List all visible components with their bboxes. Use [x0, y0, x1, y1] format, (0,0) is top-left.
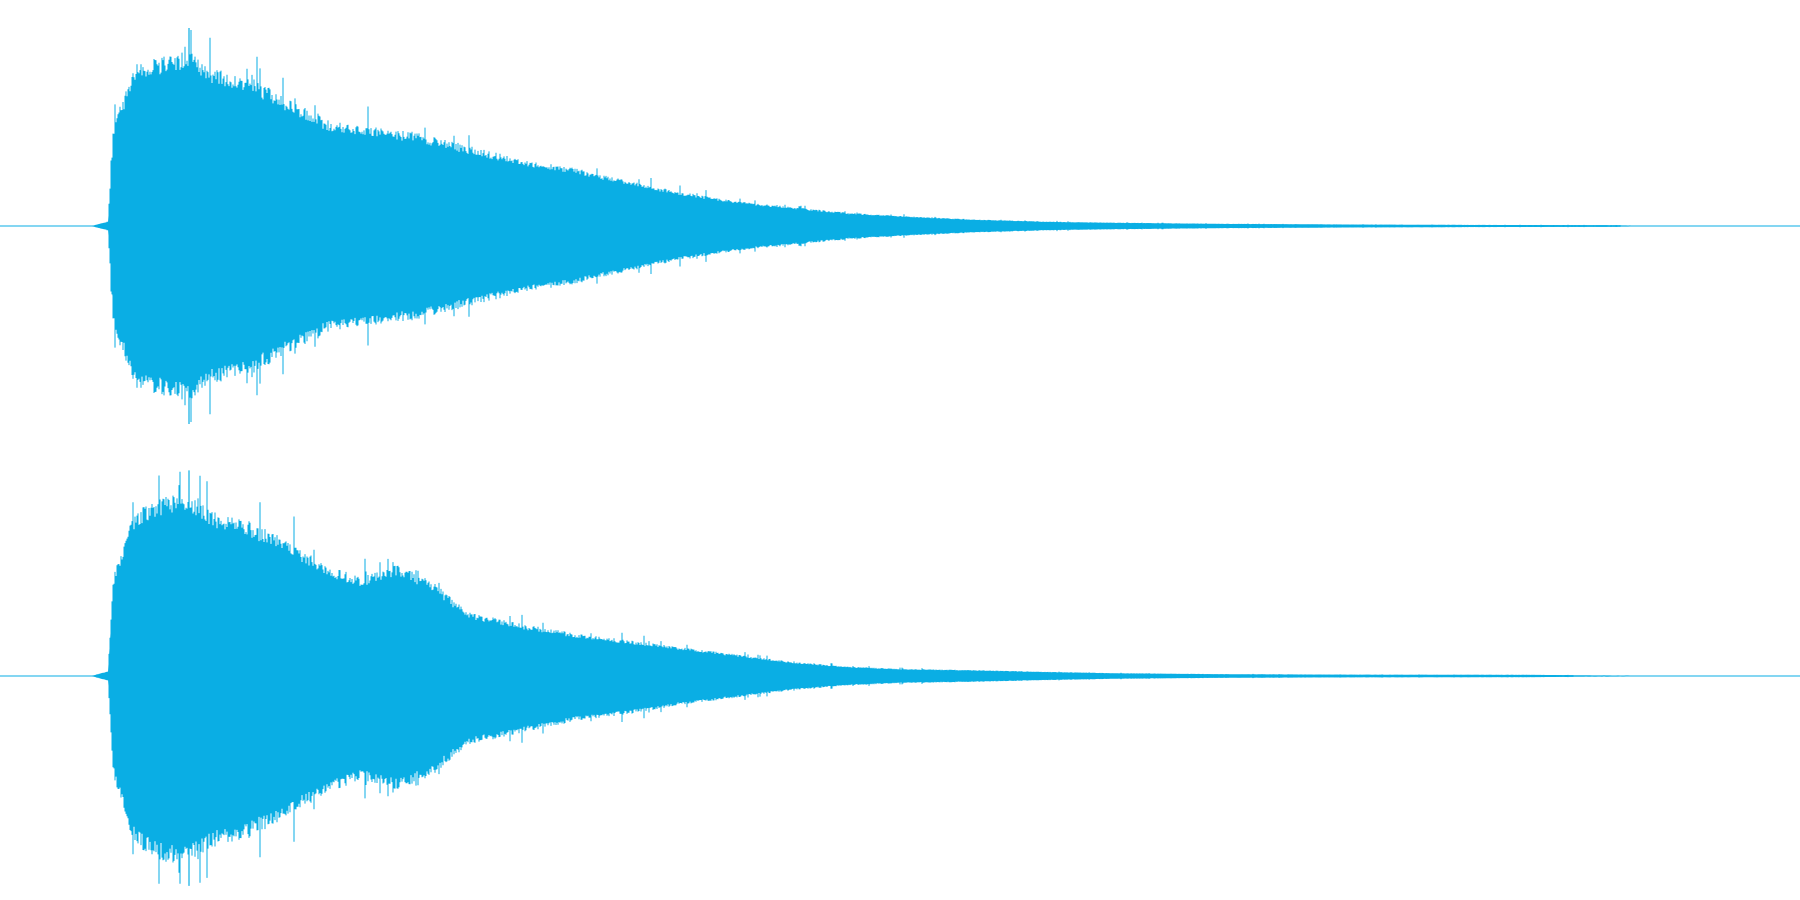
waveform-spikes-top	[94, 30, 1621, 422]
waveform-channel-top	[0, 28, 1800, 424]
waveform-spikes-bottom	[94, 471, 1574, 884]
waveform-channel-bottom	[0, 470, 1800, 886]
